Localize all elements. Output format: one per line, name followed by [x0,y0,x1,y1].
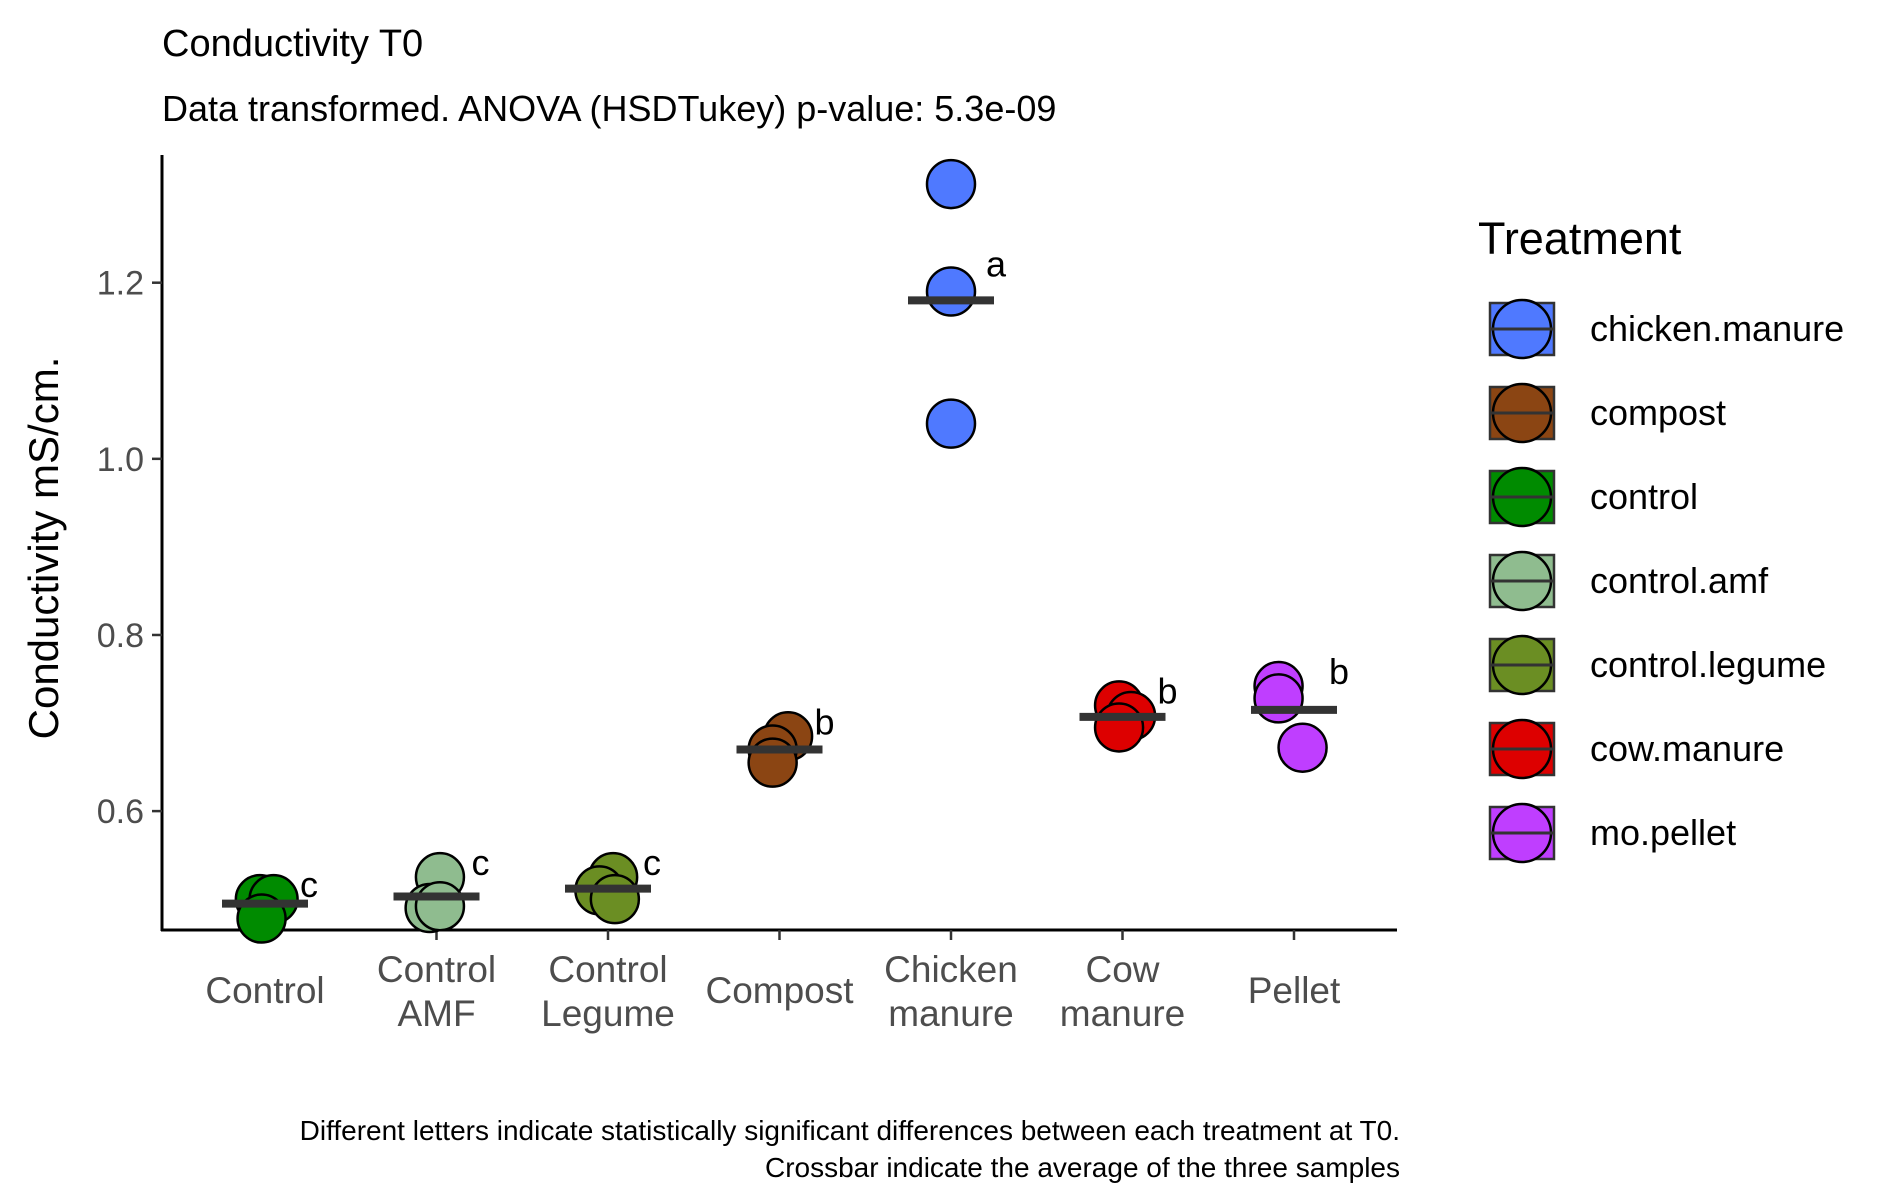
significance-letter: c [472,842,490,883]
caption-line-1: Different letters indicate statistically… [300,1115,1400,1146]
legend-item: compost [1488,382,1726,444]
legend-label: control.amf [1590,560,1769,601]
data-point [925,266,977,317]
x-tick-label: Compost [705,970,854,1011]
y-tick-label: 0.8 [97,617,144,655]
x-tick-label: Pellet [1248,970,1341,1011]
legend-label: control.legume [1590,644,1826,685]
legend-label: cow.manure [1590,728,1784,769]
legend-label: chicken.manure [1590,308,1844,349]
x-tick-label: Chicken [884,949,1018,990]
chart-title: Conductivity T0 [162,23,423,65]
y-tick-label: 1.0 [97,441,144,479]
significance-letter: b [1329,651,1349,692]
legend: chicken.manure compost control control.amf c… [1488,298,1844,864]
legend-item: cow.manure [1488,718,1784,780]
legend-item: control.amf [1488,550,1769,612]
data-point [1093,702,1145,753]
legend-item: control.legume [1488,634,1826,696]
data-point [925,398,977,449]
data-point [414,880,466,932]
x-tick-label: manure [1060,993,1185,1034]
data-point [1277,722,1328,773]
y-axis-title: Conductivity mS/cm. [20,357,67,740]
x-tick-label: manure [888,993,1013,1034]
x-tick-label: Cow [1085,949,1159,990]
y-tick-label: 1.2 [97,265,144,303]
data-point [1253,673,1304,724]
x-tick-label: Control [377,949,496,990]
significance-letter: b [1158,670,1178,711]
x-tick-label: Control [548,949,667,990]
chart-subtitle: Data transformed. ANOVA (HSDTukey) p-val… [162,88,1056,129]
plot-panel: 0.60.81.01.2ControlcControlAMFcControlLe… [97,155,1397,1034]
x-tick-label: Control [205,970,324,1011]
x-tick-label: AMF [397,993,475,1034]
y-tick-label: 0.6 [97,793,144,831]
data-point [589,873,641,925]
significance-letter: a [986,243,1007,284]
legend-label: control [1590,476,1698,517]
legend-label: compost [1590,392,1726,433]
x-tick-label: Legume [541,993,675,1034]
significance-letter: c [300,864,318,905]
legend-item: chicken.manure [1488,298,1844,360]
legend-item: mo.pellet [1488,802,1736,864]
legend-item: control [1488,466,1698,528]
caption-line-2: Crossbar indicate the average of the thr… [765,1152,1400,1183]
significance-letter: b [815,701,835,742]
legend-label: mo.pellet [1590,812,1736,853]
legend-title: Treatment [1478,213,1682,264]
significance-letter: c [643,842,661,883]
data-point [925,158,977,210]
